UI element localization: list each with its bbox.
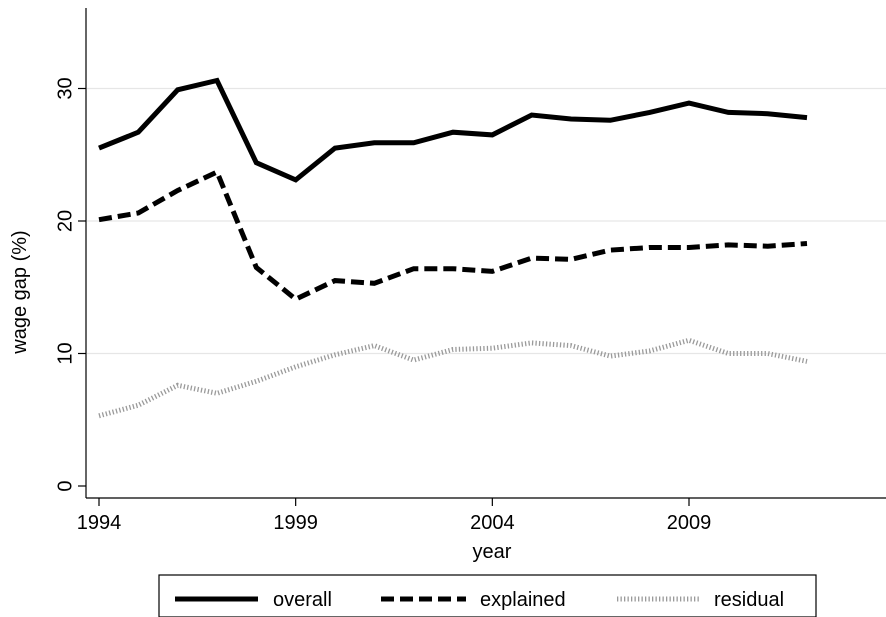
x-tick-label: 2009 [667, 512, 712, 534]
x-tick-label: 2004 [470, 512, 515, 534]
legend-box [158, 574, 817, 617]
x-tick-label: 1999 [273, 512, 318, 534]
series-line-residual [98, 337, 808, 419]
axes: 0 10 20 30 1994 1999 2004 2009 [54, 8, 886, 534]
legend: overall explained residual [158, 574, 817, 617]
y-tick-label: 30 [54, 77, 76, 99]
series-layer [98, 77, 808, 419]
x-axis-title: year [473, 541, 512, 563]
y-tick-label: 10 [54, 342, 76, 364]
series-line-explained [98, 168, 808, 303]
y-tick-label: 20 [54, 210, 76, 232]
legend-label-overall: overall [273, 589, 332, 611]
legend-label-residual: residual [714, 589, 784, 611]
x-tick-label: 1994 [77, 512, 122, 534]
y-axis-title: wage gap (%) [9, 230, 31, 354]
series-line-overall [98, 77, 808, 183]
y-tick-label: 0 [54, 480, 76, 491]
legend-label-explained: explained [480, 589, 566, 611]
